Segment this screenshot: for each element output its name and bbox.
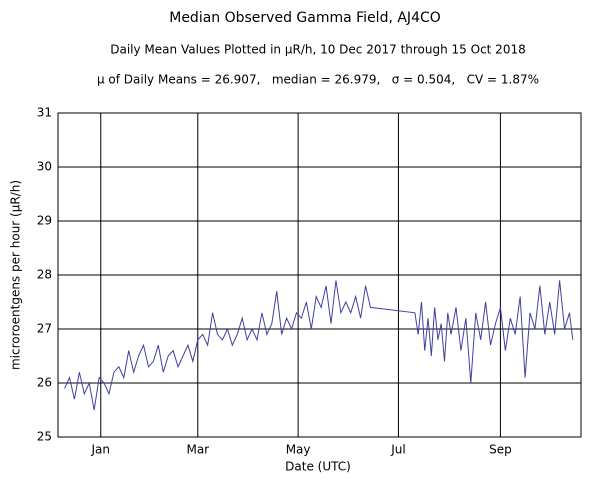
y-tick-label: 29 <box>37 214 52 228</box>
x-tick-label: May <box>286 443 311 457</box>
y-tick-label: 25 <box>37 430 52 444</box>
x-tick-label: Sep <box>489 443 512 457</box>
x-tick-label: Jan <box>91 443 111 457</box>
y-tick-label: 27 <box>37 322 52 336</box>
y-tick-label: 26 <box>37 376 52 390</box>
y-tick-label: 31 <box>37 106 52 120</box>
y-tick-label: 28 <box>37 268 52 282</box>
chart-subtitle: Daily Mean Values Plotted in μR/h, 10 De… <box>110 43 525 57</box>
y-axis-label: microroentgens per hour (μR/h) <box>9 180 23 370</box>
chart-title: Median Observed Gamma Field, AJ4CO <box>169 10 441 26</box>
x-axis-label: Date (UTC) <box>285 460 351 474</box>
y-tick-label: 30 <box>37 160 52 174</box>
data-line <box>64 280 574 411</box>
statistics: μ of Daily Means = 26.907, median = 26.9… <box>97 73 539 87</box>
x-tick-label: Jul <box>390 443 405 457</box>
x-tick-label: Mar <box>186 443 209 457</box>
